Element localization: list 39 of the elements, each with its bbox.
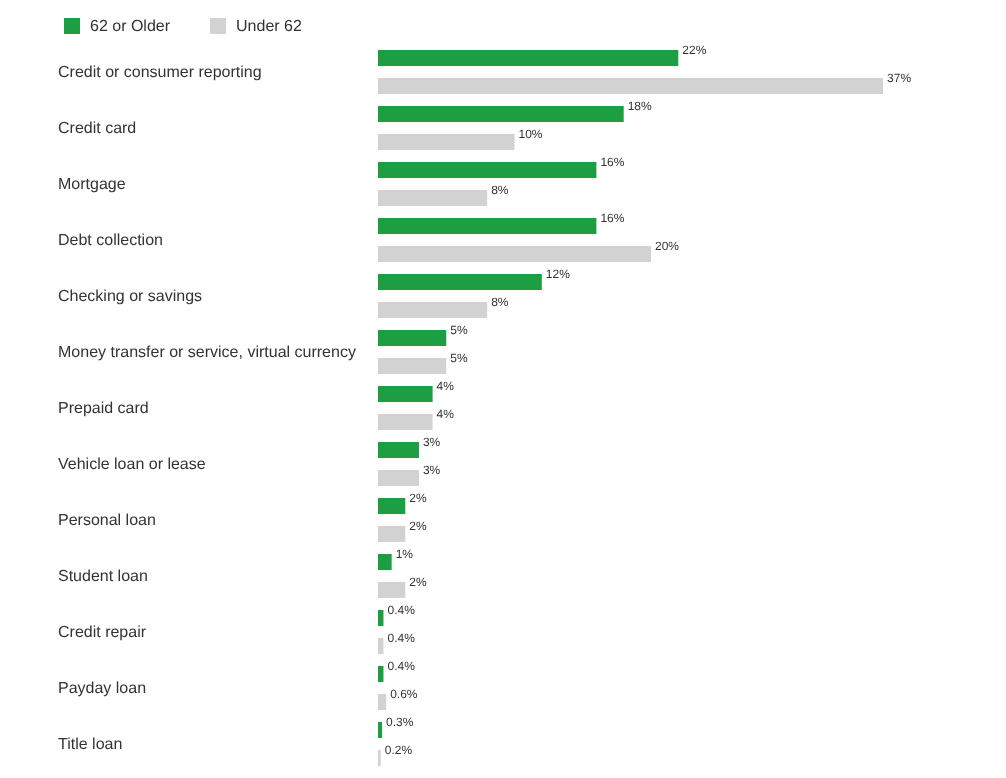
y-tick-label: Vehicle loan or lease	[58, 455, 207, 473]
bar	[378, 526, 406, 542]
y-tick-label: Prepaid card	[58, 399, 149, 417]
y-tick-label: Personal loan	[58, 511, 156, 529]
bar	[378, 386, 433, 402]
bar	[378, 134, 515, 150]
y-tick-label: Debt collection	[58, 231, 163, 249]
bar	[378, 302, 488, 318]
y-tick-label: Mortgage	[58, 175, 127, 193]
legend-label: 62 or Older	[90, 17, 171, 35]
bar	[378, 470, 419, 486]
bar	[378, 414, 433, 430]
y-tick-label: Money transfer or service, virtual currency	[58, 343, 356, 361]
bar	[378, 246, 651, 262]
bar	[378, 78, 884, 94]
bar	[378, 330, 447, 346]
bar	[378, 162, 597, 178]
bar	[378, 694, 387, 710]
bar	[378, 610, 384, 626]
bar	[378, 274, 542, 290]
y-tick-label: Credit repair	[58, 623, 147, 641]
legend-label: Under 62	[236, 17, 303, 35]
bar	[378, 442, 419, 458]
y-tick-label: Student loan	[58, 567, 148, 585]
bar	[378, 50, 679, 66]
y-tick-label: Title loan	[58, 735, 123, 753]
y-tick-label: Credit or consumer reporting	[58, 63, 262, 81]
bar	[378, 638, 384, 654]
y-tick-label: Credit card	[58, 119, 137, 137]
y-tick-label: Payday loan	[58, 679, 147, 697]
bar	[378, 666, 384, 682]
bar	[378, 498, 406, 514]
bar	[378, 218, 597, 234]
bar	[378, 106, 624, 122]
bar	[378, 190, 488, 206]
bar	[378, 358, 447, 374]
bar	[378, 554, 392, 570]
bar	[378, 582, 406, 598]
y-tick-label: Checking or savings	[58, 287, 203, 305]
